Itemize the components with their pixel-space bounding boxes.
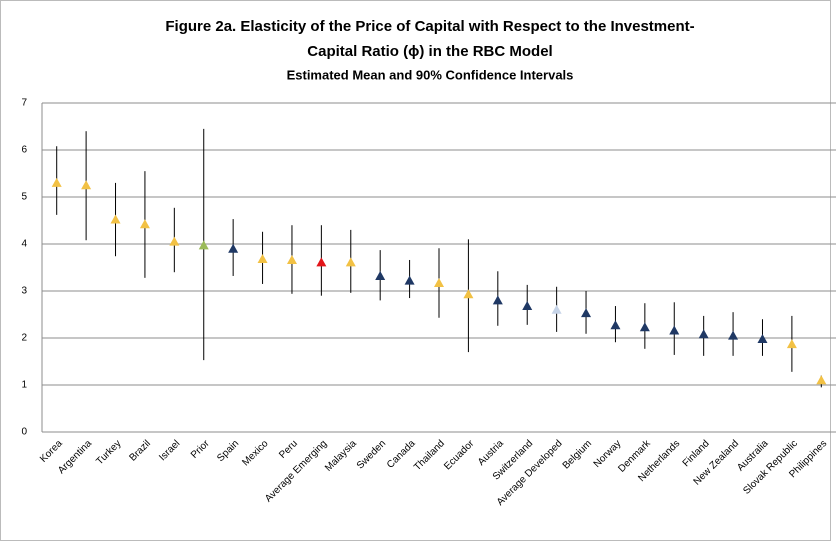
mean-marker xyxy=(316,257,327,267)
mean-marker xyxy=(169,236,180,246)
mean-marker xyxy=(551,304,562,314)
mean-marker xyxy=(51,177,62,187)
mean-marker xyxy=(581,308,592,318)
chart-title: Capital Ratio (ϕ) in the RBC Model xyxy=(307,43,552,60)
mean-marker xyxy=(492,295,503,305)
mean-marker xyxy=(786,339,797,349)
chart-title: Figure 2a. Elasticity of the Price of Ca… xyxy=(165,18,694,35)
mean-marker xyxy=(404,275,415,285)
y-tick-label: 7 xyxy=(21,98,27,109)
mean-marker xyxy=(610,320,621,330)
mean-marker xyxy=(434,278,444,288)
y-tick-label: 6 xyxy=(21,145,27,156)
y-tick-label: 3 xyxy=(21,286,27,297)
mean-marker xyxy=(198,240,209,250)
mean-marker xyxy=(639,322,650,332)
mean-marker xyxy=(257,254,268,264)
mean-marker xyxy=(139,219,150,229)
mean-marker xyxy=(228,243,239,253)
mean-marker xyxy=(728,330,739,340)
y-tick-label: 1 xyxy=(21,380,27,391)
chart-subtitle: Estimated Mean and 90% Confidence Interv… xyxy=(287,67,574,82)
mean-marker xyxy=(375,270,386,280)
mean-marker xyxy=(110,214,121,224)
mean-marker xyxy=(345,257,356,267)
y-tick-label: 5 xyxy=(21,192,27,203)
mean-marker xyxy=(757,333,768,343)
y-tick-label: 0 xyxy=(21,427,27,438)
mean-marker xyxy=(816,375,827,385)
mean-marker xyxy=(522,301,533,311)
mean-marker xyxy=(698,329,709,339)
mean-marker xyxy=(669,325,680,335)
y-tick-label: 4 xyxy=(21,239,27,250)
mean-marker xyxy=(463,289,474,299)
mean-marker xyxy=(286,254,297,264)
mean-marker xyxy=(81,180,92,190)
y-tick-label: 2 xyxy=(21,333,27,344)
